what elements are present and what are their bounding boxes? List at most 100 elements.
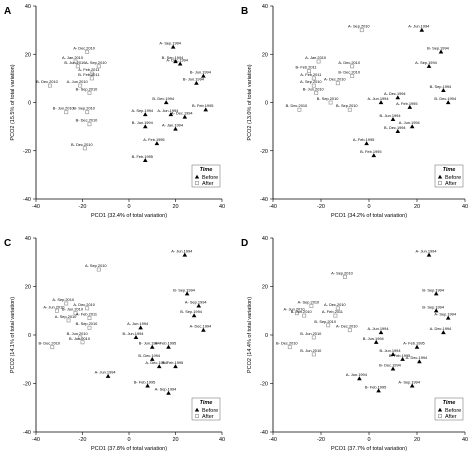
point-label: A- Sep.2010 xyxy=(300,79,322,84)
before-point-marker xyxy=(390,352,396,356)
point-label: A- Sep.2010 xyxy=(85,60,107,65)
after-point-marker xyxy=(82,146,87,151)
point-label: A- Jan.2010 xyxy=(305,55,327,60)
point-label: B- Sep.2010 xyxy=(317,96,339,101)
point-label: B- Sep.2010 xyxy=(73,106,95,111)
before-point-marker xyxy=(433,291,439,296)
x-tick-label: 40 xyxy=(219,204,225,210)
legend-box xyxy=(191,164,221,188)
point-label: A- Feb.2011 xyxy=(78,67,99,72)
point-label: B- Jun.2010 xyxy=(291,309,313,314)
point-label: B- Sep.2010 xyxy=(336,103,358,108)
after-point-marker xyxy=(89,76,94,81)
point-label: B- Jun.2010 xyxy=(64,60,86,65)
after-point-marker xyxy=(335,81,340,86)
after-point-marker xyxy=(87,90,92,95)
point-label: B- Sep.1994 xyxy=(180,309,202,314)
y-axis-label: PCO2 (14.4% of total variation) xyxy=(247,297,253,373)
y-tick-label: 0 xyxy=(28,333,31,339)
after-point-marker xyxy=(328,100,333,105)
before-point-marker xyxy=(166,390,171,395)
after-point-marker xyxy=(350,64,355,69)
before-point-marker xyxy=(182,252,188,257)
legend-after-marker xyxy=(195,181,199,185)
x-axis-label: PCO1 (37.7% of total variation) xyxy=(331,446,407,452)
after-point-marker xyxy=(66,318,71,323)
point-label: B- Feb.1995 xyxy=(389,353,410,358)
before-point-marker xyxy=(419,27,425,32)
before-point-marker xyxy=(201,73,206,78)
panel-letter: C xyxy=(4,238,11,249)
after-point-marker xyxy=(64,110,69,115)
legend-title: Time xyxy=(200,400,213,406)
before-point-marker xyxy=(373,339,379,344)
point-label: A- Feb.1995 xyxy=(403,341,424,346)
point-label: A- Jun.1994 xyxy=(171,248,193,253)
point-label: A- Sep.1994 xyxy=(415,60,437,65)
before-point-marker xyxy=(417,359,422,364)
before-point-marker xyxy=(149,344,155,349)
before-point-marker xyxy=(441,330,446,335)
legend-title: Time xyxy=(200,167,213,173)
point-label: A- Sep.1994 xyxy=(131,108,153,113)
legend-title: Time xyxy=(443,167,456,173)
panel-b: B -40 -20 0 20 40 -40 -20 0 20 40 PCO1 (34.2% of to… xyxy=(241,4,468,219)
point-label: A- Jun.2010 xyxy=(43,304,65,309)
after-point-marker xyxy=(311,76,316,81)
point-label: B- Sep.1994 xyxy=(173,287,195,292)
x-tick-label: -40 xyxy=(32,437,40,443)
point-label: B- Dec.2010 xyxy=(38,341,60,346)
after-point-marker xyxy=(316,59,321,64)
point-label: A- Sep.2010 xyxy=(348,24,370,29)
after-point-marker xyxy=(85,306,90,311)
point-label: B- Jun.1994 xyxy=(363,336,385,341)
point-label: A- Sep.2010 xyxy=(52,297,74,302)
y-tick-label: 40 xyxy=(25,236,31,242)
x-axis-label: PCO1 (34.2% of total variation) xyxy=(331,213,407,219)
point-label: A- Jun.1994 xyxy=(157,108,179,113)
point-label: B- Feb.2011 xyxy=(295,65,316,70)
point-label: B- Dec.1994 xyxy=(434,96,456,101)
after-point-marker xyxy=(297,107,302,112)
before-point-marker xyxy=(376,388,381,393)
after-point-marker xyxy=(307,69,311,74)
legend-before-marker xyxy=(437,407,443,412)
before-point-marker xyxy=(173,126,178,131)
point-label: B- Jun.2010 xyxy=(62,307,84,312)
point-label: B- Jun.2010 xyxy=(69,336,91,341)
y-tick-label: 20 xyxy=(262,52,268,58)
before-point-marker xyxy=(168,112,174,117)
after-point-marker xyxy=(73,59,78,64)
before-point-marker xyxy=(191,313,197,318)
x-tick-label: -40 xyxy=(32,204,40,210)
point-label: B- Sep.2010 xyxy=(76,321,98,326)
point-label: A- Jun.2010 xyxy=(67,79,89,84)
legend-box xyxy=(434,164,464,188)
legend-before-label: Before xyxy=(445,408,461,414)
after-point-marker xyxy=(80,340,85,345)
point-label: A- Dec.1994 xyxy=(145,360,167,365)
point-label: A- Dec.1994 xyxy=(430,326,452,331)
point-label: A- Dec.2010 xyxy=(73,45,95,50)
before-point-marker xyxy=(173,364,178,369)
point-label: A- Jun.1994 xyxy=(416,248,438,253)
point-label: B- Jun.2010 xyxy=(53,106,75,111)
x-tick-label: -20 xyxy=(79,437,87,443)
x-tick-label: -20 xyxy=(317,437,325,443)
legend-before-marker xyxy=(437,174,443,179)
point-label: A- Jun.1994 xyxy=(399,120,421,125)
before-point-marker xyxy=(409,383,415,388)
point-label: A- Sep.1994 xyxy=(398,379,420,384)
point-label: A- Dec.1994 xyxy=(190,324,212,329)
x-tick-label: -20 xyxy=(79,204,87,210)
y-tick-label: 40 xyxy=(262,236,268,242)
after-point-marker xyxy=(333,313,338,318)
after-point-marker xyxy=(347,328,352,333)
before-point-marker xyxy=(378,100,384,105)
before-point-marker xyxy=(438,49,444,54)
after-point-marker xyxy=(75,64,80,69)
after-point-marker xyxy=(96,267,101,272)
x-tick-label: 20 xyxy=(414,437,420,443)
